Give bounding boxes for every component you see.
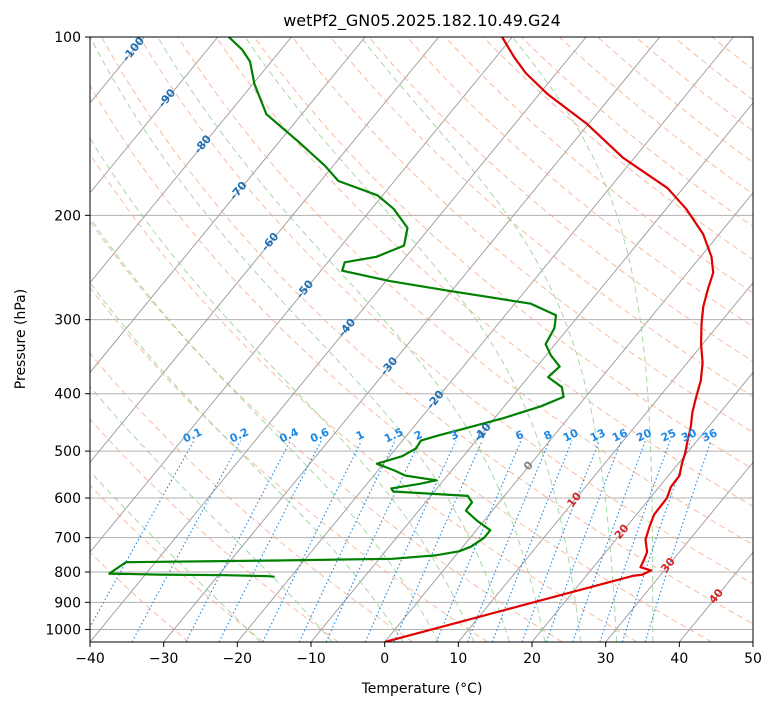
dry-adiabat [215,37,753,507]
moist-adiabat [90,137,475,642]
mixing-ratio-label: 20 [634,426,654,444]
mixing-ratio-label: 10 [561,426,581,444]
mixing-ratio-line [521,440,600,642]
mixing-ratio-label: 36 [700,426,720,444]
isotherm-line [605,461,753,642]
dewpoint-profile [108,37,565,578]
mixing-ratio-line [262,440,363,642]
mixing-ratio-label: 30 [679,426,699,444]
y-tick-label: 600 [54,491,81,507]
dry-adiabat [90,84,712,642]
mixing-ratio-line [545,440,622,642]
mixing-ratio-label: 16 [610,426,630,444]
isotherm-line [90,37,292,284]
isotherm-line [90,37,366,374]
dry-adiabat [90,220,563,642]
moist-adiabat [244,37,582,642]
temperature-profile [384,37,715,642]
dry-adiabat [90,418,339,642]
isotherm-line [531,371,753,642]
y-tick-label: 500 [54,444,81,460]
x-tick-label: 0 [380,651,389,667]
x-axis-label: Temperature (°C) [361,681,483,697]
dry-adiabat [330,37,753,398]
plot-frame [89,36,754,643]
dry-adiabat [90,551,190,642]
moist-adiabat [90,385,333,642]
moist-adiabat [90,37,510,642]
isotherm-line [90,37,440,464]
moist-adiabat [90,281,404,642]
y-tick-label: 900 [54,595,81,611]
dry-adiabat [90,153,638,642]
moist-adiabat [511,37,654,642]
dry-adiabat [90,352,414,642]
moist-adiabat [90,216,439,642]
isotherm-line [310,102,753,642]
y-tick-label: 300 [54,313,81,329]
axes: −40 −30 −20 −10 0 10 20 30 40 50 100 200 300 400 500 60… [45,30,762,667]
y-tick-label: 100 [54,30,81,46]
isotherm-line [90,37,587,642]
x-tick-label: −30 [149,651,179,667]
dry-adiabat [253,37,753,470]
x-tick-label: −40 [75,651,105,667]
isotherm-line [457,281,753,642]
x-tick-label: 30 [597,651,615,667]
isotherm-line [90,37,219,194]
x-tick-label: 40 [670,651,688,667]
mixing-ratio-line [572,440,647,642]
dry-adiabat [292,37,753,433]
mixing-ratio-line [218,440,322,642]
y-tick-label: 400 [54,387,81,403]
mixing-ratio-label: 25 [659,426,678,444]
isotherm-line [236,37,734,642]
mixing-ratio-line [131,440,242,642]
moist-adiabat [157,37,546,642]
y-axis-label: Pressure (hPa) [13,289,29,389]
x-tick-label: −20 [223,651,253,667]
y-tick-label: 800 [54,565,81,581]
isotherm-line [90,37,513,553]
y-tick-label: 700 [54,531,81,547]
x-tick-label: 20 [523,651,541,667]
x-tick-label: 10 [449,651,467,667]
moist-adiabat [90,470,261,642]
chart-title: wetPf2_GN05.2025.182.10.49.G24 [283,11,561,31]
mixing-ratio-label: 13 [588,426,607,444]
y-tick-label: 1000 [45,622,81,638]
dry-adiabat [90,286,488,642]
background-lines [90,37,753,642]
isotherm-line [384,192,753,642]
dry-adiabat [90,484,264,642]
mixing-ratio-line [185,440,291,642]
profile-lines [108,37,715,642]
x-tick-label: 50 [744,651,762,667]
mixing-ratio-line [644,440,712,642]
mixing-ratio-line [364,440,457,642]
mixing-ratio-line [491,440,573,642]
mixing-ratio-line [298,440,396,642]
x-tick-label: −10 [296,651,326,667]
y-tick-label: 200 [54,208,81,224]
isotherm-line [163,37,661,642]
